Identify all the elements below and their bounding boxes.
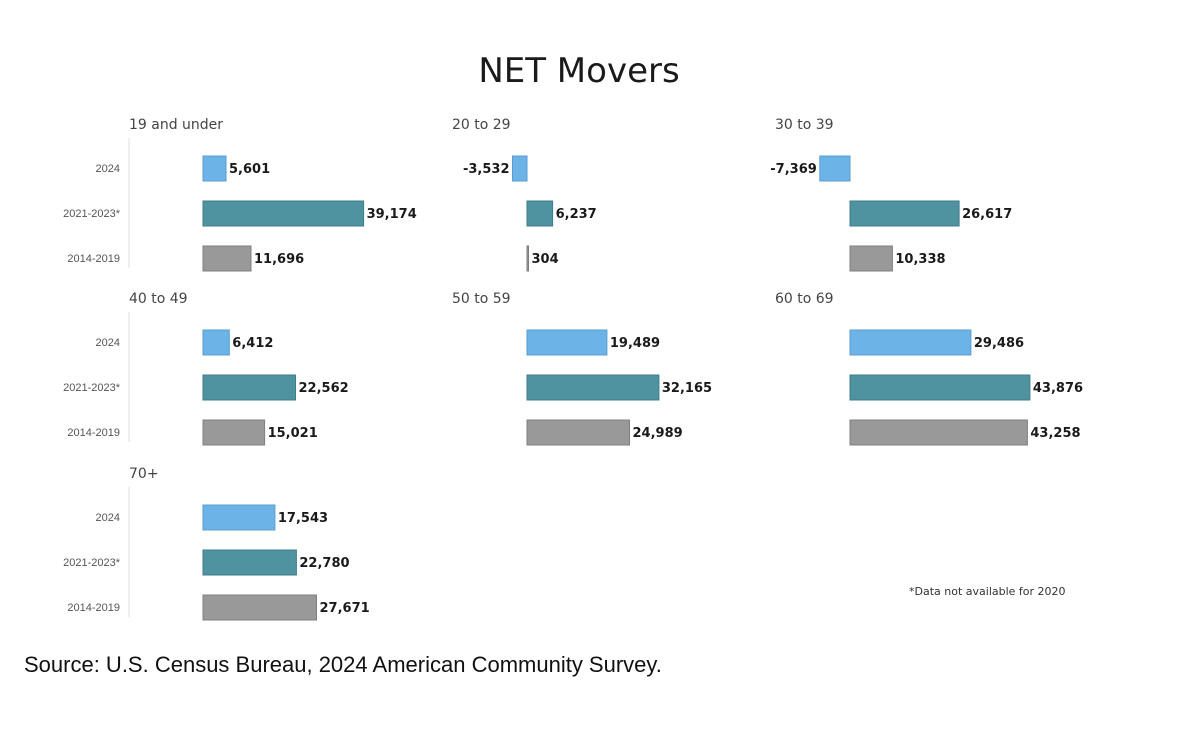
panel-title: 70+ [129,466,159,482]
bar [512,155,528,182]
bar [202,374,296,401]
row-label: 2014-2019 [67,602,120,614]
panel-title: 19 and under [129,117,223,133]
data-label: 29,486 [974,336,1024,351]
data-label: 17,543 [278,511,328,526]
data-label: 22,562 [299,381,349,396]
data-label: 26,617 [962,207,1012,222]
data-label: 6,412 [232,336,273,351]
panel-title: 40 to 49 [129,291,188,307]
data-label: 15,021 [268,426,318,441]
bar [202,245,252,272]
bar [526,200,554,227]
row-label: 2014-2019 [67,427,120,439]
bar [202,549,297,576]
data-label: 10,338 [895,252,945,267]
bar [849,200,960,227]
bar [849,329,972,356]
panel-5: 60 to 69 29,486 43,876 43,258 [775,291,1083,446]
bar [849,374,1031,401]
data-label: 19,489 [610,336,660,351]
bar [202,594,317,621]
data-label: 5,601 [229,162,270,177]
bar [819,155,851,182]
data-label: 22,780 [299,556,349,571]
net-movers-chart: NET Movers 19 and under 2024 5,601 2021-202… [63,51,1083,621]
bar [849,419,1028,446]
data-label: 6,237 [556,207,597,222]
row-label: 2024 [96,337,120,349]
bar [849,245,893,272]
bar [202,504,276,531]
data-label: 43,876 [1033,381,1083,396]
row-label: 2021-2023* [63,557,121,569]
row-label: 2021-2023* [63,208,121,220]
bar [526,329,608,356]
data-label: 11,696 [254,252,304,267]
row-label: 2021-2023* [63,382,121,394]
bar [202,419,266,446]
footnote: *Data not available for 2020 [909,585,1066,598]
data-label: 304 [532,252,559,267]
data-label: 27,671 [320,601,370,616]
chart-title: NET Movers [478,51,679,91]
data-label: 43,258 [1030,426,1080,441]
row-label: 2024 [96,512,120,524]
bar [526,419,630,446]
bar [202,200,365,227]
row-label: 2014-2019 [67,253,120,265]
data-label: 39,174 [367,207,417,222]
data-label: 32,165 [662,381,712,396]
data-label: -3,532 [463,162,510,177]
panel-title: 50 to 59 [452,291,511,307]
panel-title: 60 to 69 [775,291,834,307]
data-label: -7,369 [770,162,817,177]
panel-title: 20 to 29 [452,117,511,133]
chart-panels: 19 and under 2024 5,601 2021-2023* 39,174 201… [63,117,1083,621]
panel-1: 20 to 29 -3,532 6,237 304 [452,117,597,272]
data-label: 24,989 [633,426,683,441]
row-label: 2024 [96,163,120,175]
panel-3: 40 to 49 2024 6,412 2021-2023* 22,562 2014-20… [63,291,349,446]
bar [526,374,660,401]
bar [202,329,230,356]
source-note: Source: U.S. Census Bureau, 2024 America… [24,652,662,677]
bar [526,245,529,272]
panel-6: 70+ 2024 17,543 2021-2023* 22,780 2014-2019 27… [63,466,370,621]
bar [202,155,227,182]
panel-4: 50 to 59 19,489 32,165 24,989 [452,291,712,446]
panel-0: 19 and under 2024 5,601 2021-2023* 39,174 201… [63,117,417,272]
panel-2: 30 to 39 -7,369 26,617 10,338 [770,117,1012,272]
panel-title: 30 to 39 [775,117,834,133]
